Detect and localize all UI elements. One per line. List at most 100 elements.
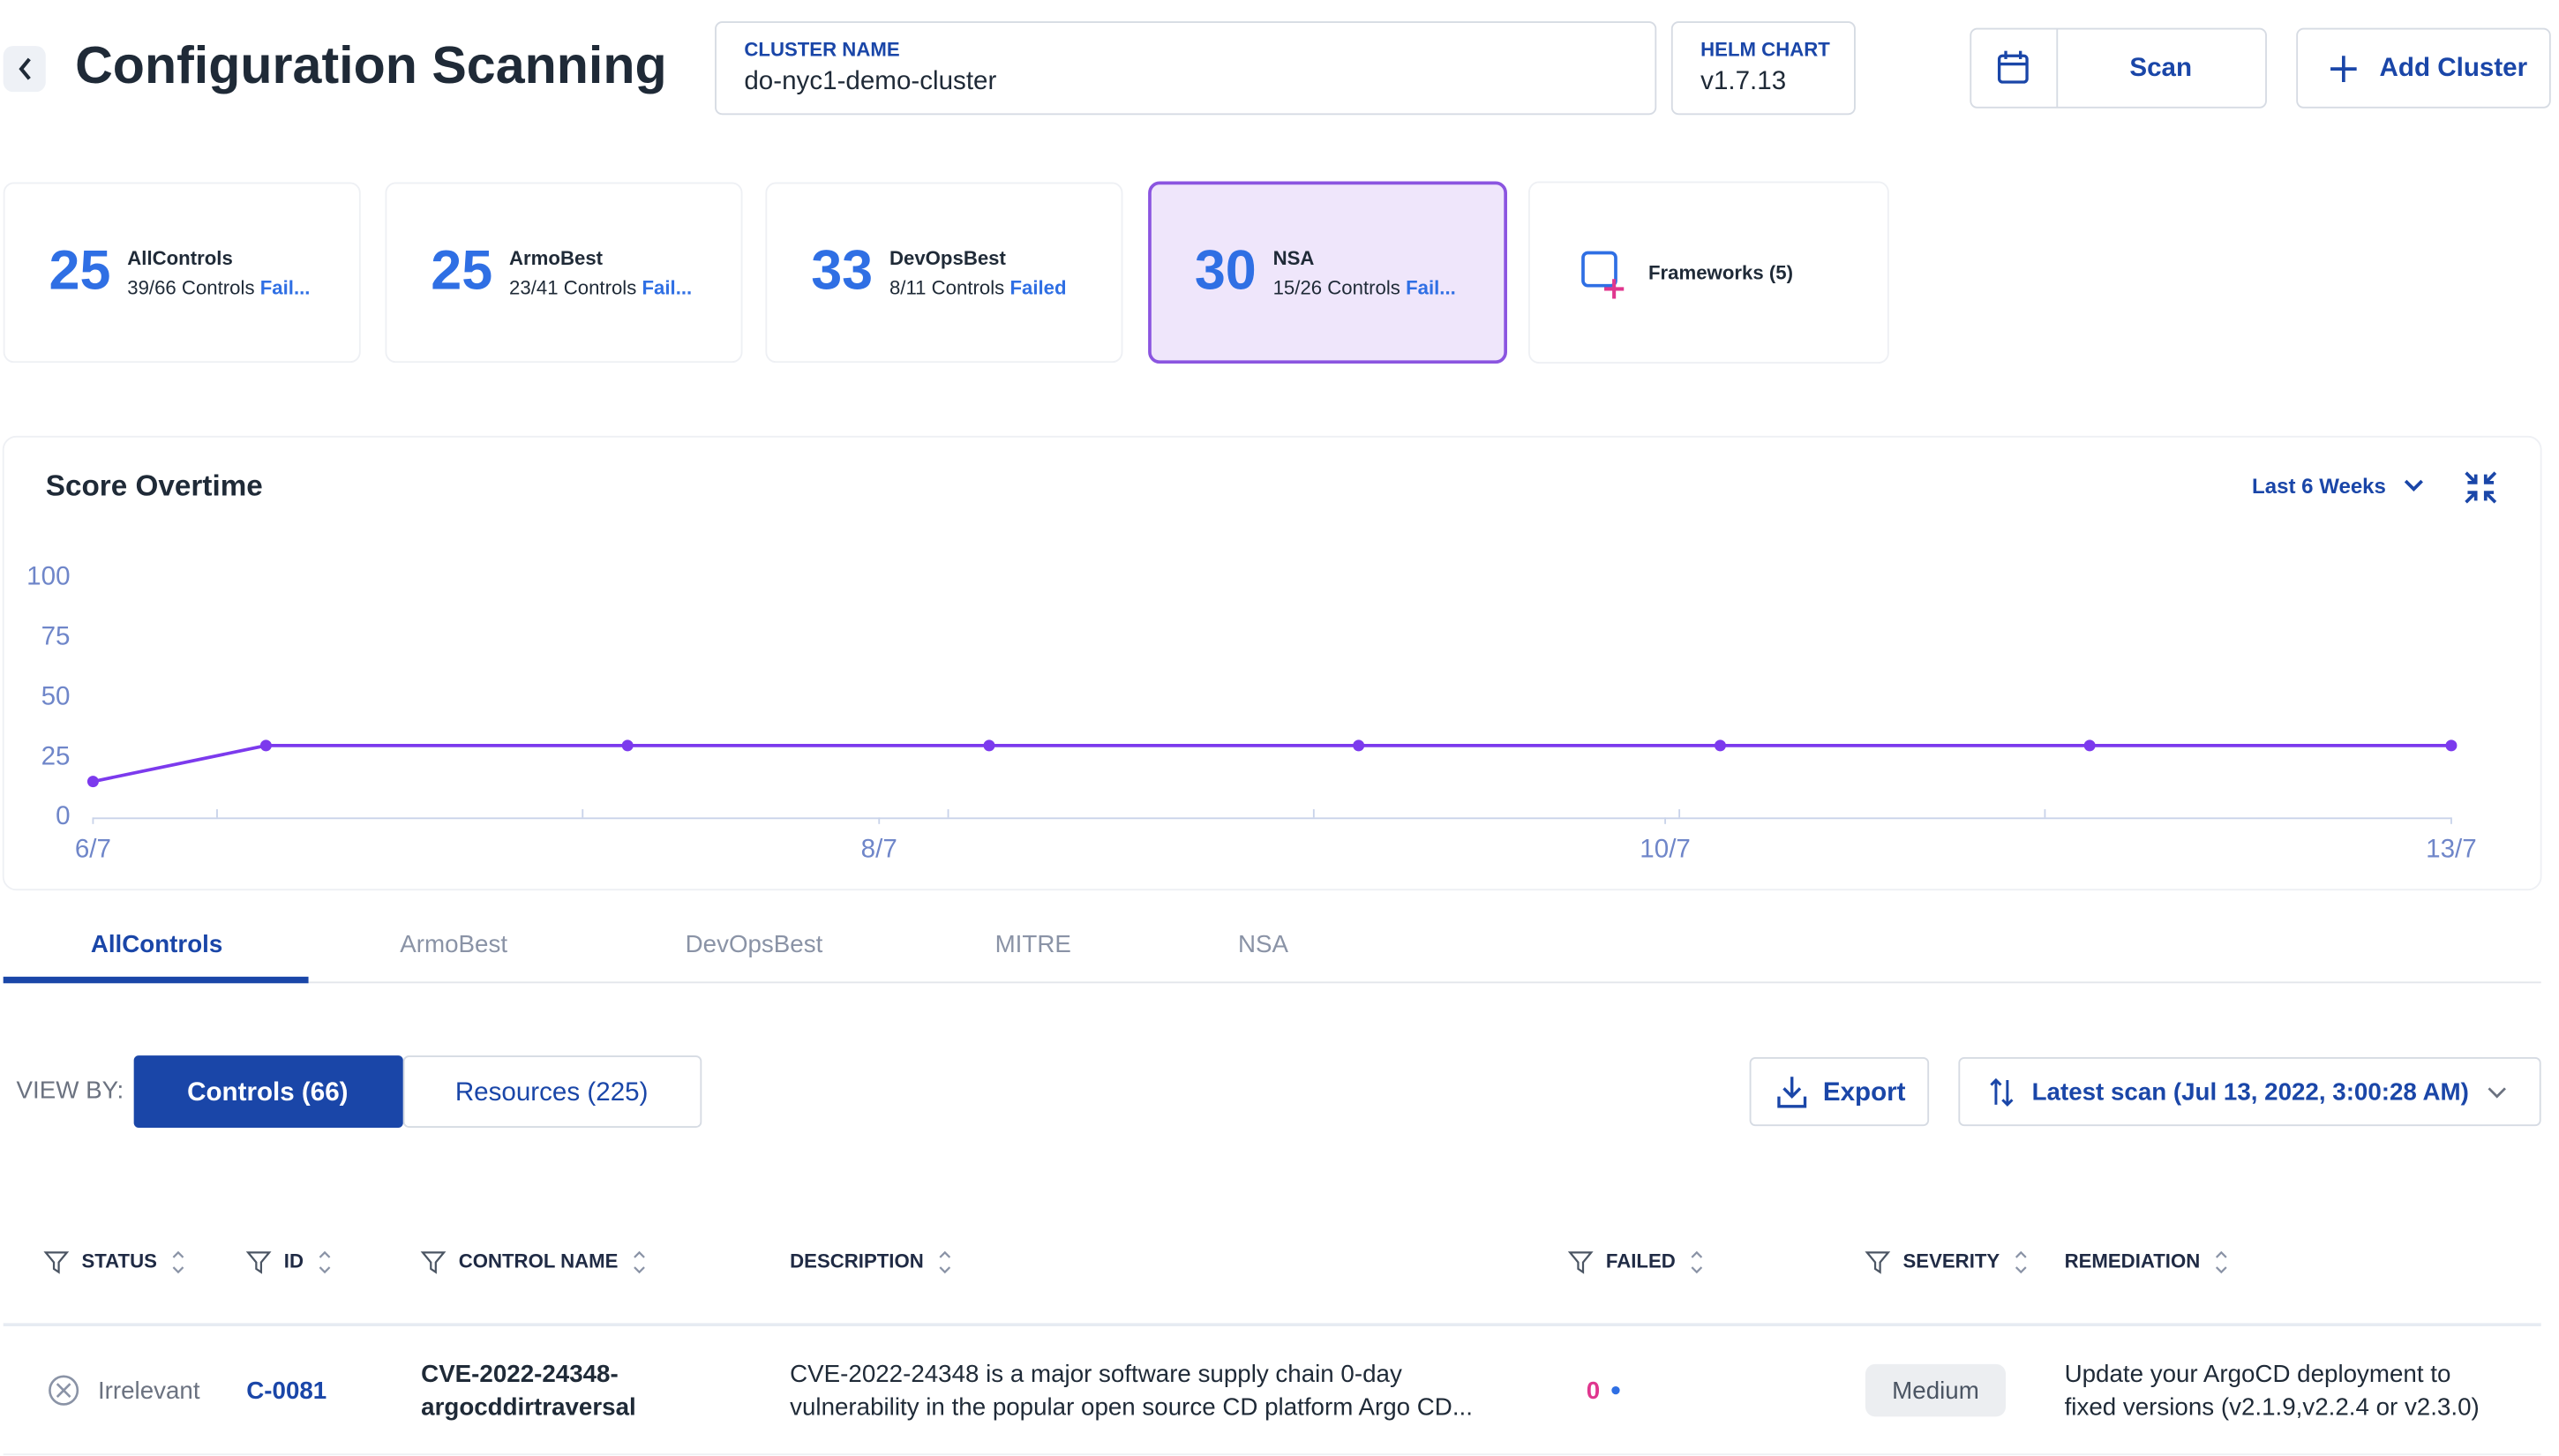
sort-chevron bbox=[2488, 1087, 2506, 1099]
scan-group bbox=[1970, 27, 2267, 109]
card-score: 25 bbox=[49, 239, 110, 301]
sort-arrows[interactable] bbox=[1691, 1250, 1703, 1274]
resources-toggle[interactable] bbox=[402, 1055, 702, 1128]
y-tick-label: 0 bbox=[56, 801, 70, 830]
sort-icon bbox=[1990, 1077, 2014, 1107]
export-button[interactable] bbox=[1749, 1056, 1930, 1127]
card-controls: 15/26 Controls bbox=[1273, 276, 1400, 298]
card-detail: 23/41 Controls Fail... bbox=[509, 276, 692, 298]
add-cluster-button[interactable] bbox=[2296, 27, 2551, 109]
score-point bbox=[259, 739, 272, 752]
frameworks-label: Frameworks (5) bbox=[1648, 261, 1793, 283]
back-button[interactable] bbox=[3, 46, 46, 93]
helm-box bbox=[1670, 21, 1856, 116]
controls-toggle[interactable] bbox=[133, 1055, 403, 1128]
collapse-button[interactable] bbox=[2465, 471, 2497, 504]
control-name: argocddirtraversal bbox=[421, 1392, 636, 1420]
x-tick-label: 13/7 bbox=[2426, 834, 2477, 863]
active-tab-indicator bbox=[3, 976, 309, 984]
card-controls: 8/11 Controls bbox=[889, 276, 1004, 298]
sort-arrows[interactable] bbox=[319, 1250, 331, 1274]
frameworks-plus bbox=[1604, 279, 1625, 299]
framework-card[interactable] bbox=[3, 182, 361, 364]
column-header[interactable]: FAILED bbox=[1606, 1250, 1676, 1272]
card-score: 33 bbox=[811, 239, 873, 301]
description: CVE-2022-24348 is a major software suppl… bbox=[790, 1360, 1402, 1387]
column-header[interactable]: CONTROL NAME bbox=[459, 1250, 619, 1272]
severity: Medium bbox=[1892, 1377, 1979, 1404]
sort-arrows[interactable] bbox=[172, 1250, 184, 1274]
export-icon bbox=[1777, 1077, 1807, 1108]
column-header[interactable]: REMEDIATION bbox=[2065, 1250, 2201, 1272]
x-tick-label: 8/7 bbox=[861, 834, 897, 863]
card-controls: 23/41 Controls bbox=[509, 276, 636, 298]
column-header[interactable]: STATUS bbox=[81, 1250, 156, 1272]
add-cluster-label: Add Cluster bbox=[2380, 53, 2528, 82]
column-header[interactable]: DESCRIPTION bbox=[790, 1250, 924, 1272]
resources-toggle-label: Resources (225) bbox=[455, 1077, 649, 1107]
remediation: fixed versions (v2.1.9,v2.2.4 or v2.3.0) bbox=[2065, 1392, 2480, 1420]
sort-arrows[interactable] bbox=[2015, 1250, 2027, 1274]
framework-card[interactable] bbox=[765, 182, 1123, 364]
card-controls: 39/66 Controls bbox=[127, 276, 254, 298]
y-tick-label: 50 bbox=[41, 681, 71, 710]
status-icon bbox=[49, 1375, 79, 1406]
card-name: NSA bbox=[1273, 247, 1315, 269]
cluster-label: CLUSTER NAME bbox=[744, 39, 899, 61]
frameworks-card[interactable] bbox=[1528, 181, 1889, 364]
score-line bbox=[93, 744, 2451, 784]
status: Irrelevant bbox=[98, 1377, 200, 1404]
tab[interactable]: AllControls bbox=[91, 930, 222, 957]
x-tick-label: 6/7 bbox=[75, 834, 111, 863]
framework-card[interactable] bbox=[385, 182, 743, 364]
resources-count: (225) bbox=[587, 1077, 648, 1107]
tab[interactable]: DevOpsBest bbox=[686, 930, 823, 957]
chart-card bbox=[2, 435, 2542, 891]
resources-label: Resources bbox=[455, 1077, 580, 1107]
sort-label: Latest scan (Jul 13, 2022, 3:00:28 AM) bbox=[2032, 1077, 2469, 1105]
column-header[interactable]: SEVERITY bbox=[1903, 1250, 2000, 1272]
cluster-select[interactable] bbox=[715, 21, 1657, 116]
card-score: 30 bbox=[1195, 239, 1257, 301]
score-point bbox=[2445, 739, 2458, 752]
tab[interactable]: NSA bbox=[1238, 930, 1288, 957]
controls-label: Controls bbox=[187, 1077, 295, 1107]
sort-arrows[interactable] bbox=[2215, 1250, 2227, 1274]
score-point bbox=[2083, 739, 2096, 752]
view-by-label: VIEW BY: bbox=[16, 1076, 124, 1103]
cluster-name: do-nyc1-demo-cluster bbox=[744, 66, 996, 95]
filter-icon[interactable] bbox=[1865, 1251, 1891, 1274]
card-status: Failed bbox=[1009, 276, 1066, 298]
framework-card[interactable] bbox=[1148, 181, 1508, 364]
sort-arrows[interactable] bbox=[939, 1250, 951, 1274]
severity-badge bbox=[1865, 1363, 2007, 1417]
range-select[interactable]: Last 6 Weeks bbox=[2252, 475, 2386, 499]
filter-icon[interactable] bbox=[245, 1251, 272, 1274]
calendar-button[interactable] bbox=[1997, 50, 2029, 84]
card-name: AllControls bbox=[127, 247, 233, 269]
y-tick-label: 75 bbox=[41, 621, 71, 650]
column-header[interactable]: ID bbox=[284, 1250, 304, 1272]
card-detail: 39/66 Controls Fail... bbox=[127, 276, 310, 298]
sort-arrows[interactable] bbox=[634, 1250, 645, 1274]
tab[interactable]: ArmoBest bbox=[400, 930, 507, 957]
score-point bbox=[621, 739, 634, 752]
sort-select[interactable] bbox=[1958, 1056, 2541, 1127]
card-name: DevOpsBest bbox=[889, 247, 1007, 269]
y-tick-label: 25 bbox=[41, 741, 71, 770]
card-status: Fail... bbox=[642, 276, 693, 298]
helm-version: v1.7.13 bbox=[1700, 66, 1786, 95]
filter-icon[interactable] bbox=[1567, 1251, 1594, 1274]
export-label: Export bbox=[1823, 1077, 1906, 1107]
card-status: Fail... bbox=[260, 276, 311, 298]
chart-title: Score Overtime bbox=[46, 469, 263, 502]
scan-button[interactable]: Scan bbox=[2129, 53, 2192, 82]
back-icon bbox=[19, 57, 31, 80]
tab[interactable]: MITRE bbox=[995, 930, 1071, 957]
card-score: 25 bbox=[431, 239, 492, 301]
card-detail: 8/11 Controls Failed bbox=[889, 276, 1067, 298]
filter-icon[interactable] bbox=[43, 1251, 70, 1274]
filter-icon[interactable] bbox=[420, 1251, 447, 1274]
control-id[interactable]: C-0081 bbox=[246, 1377, 326, 1404]
